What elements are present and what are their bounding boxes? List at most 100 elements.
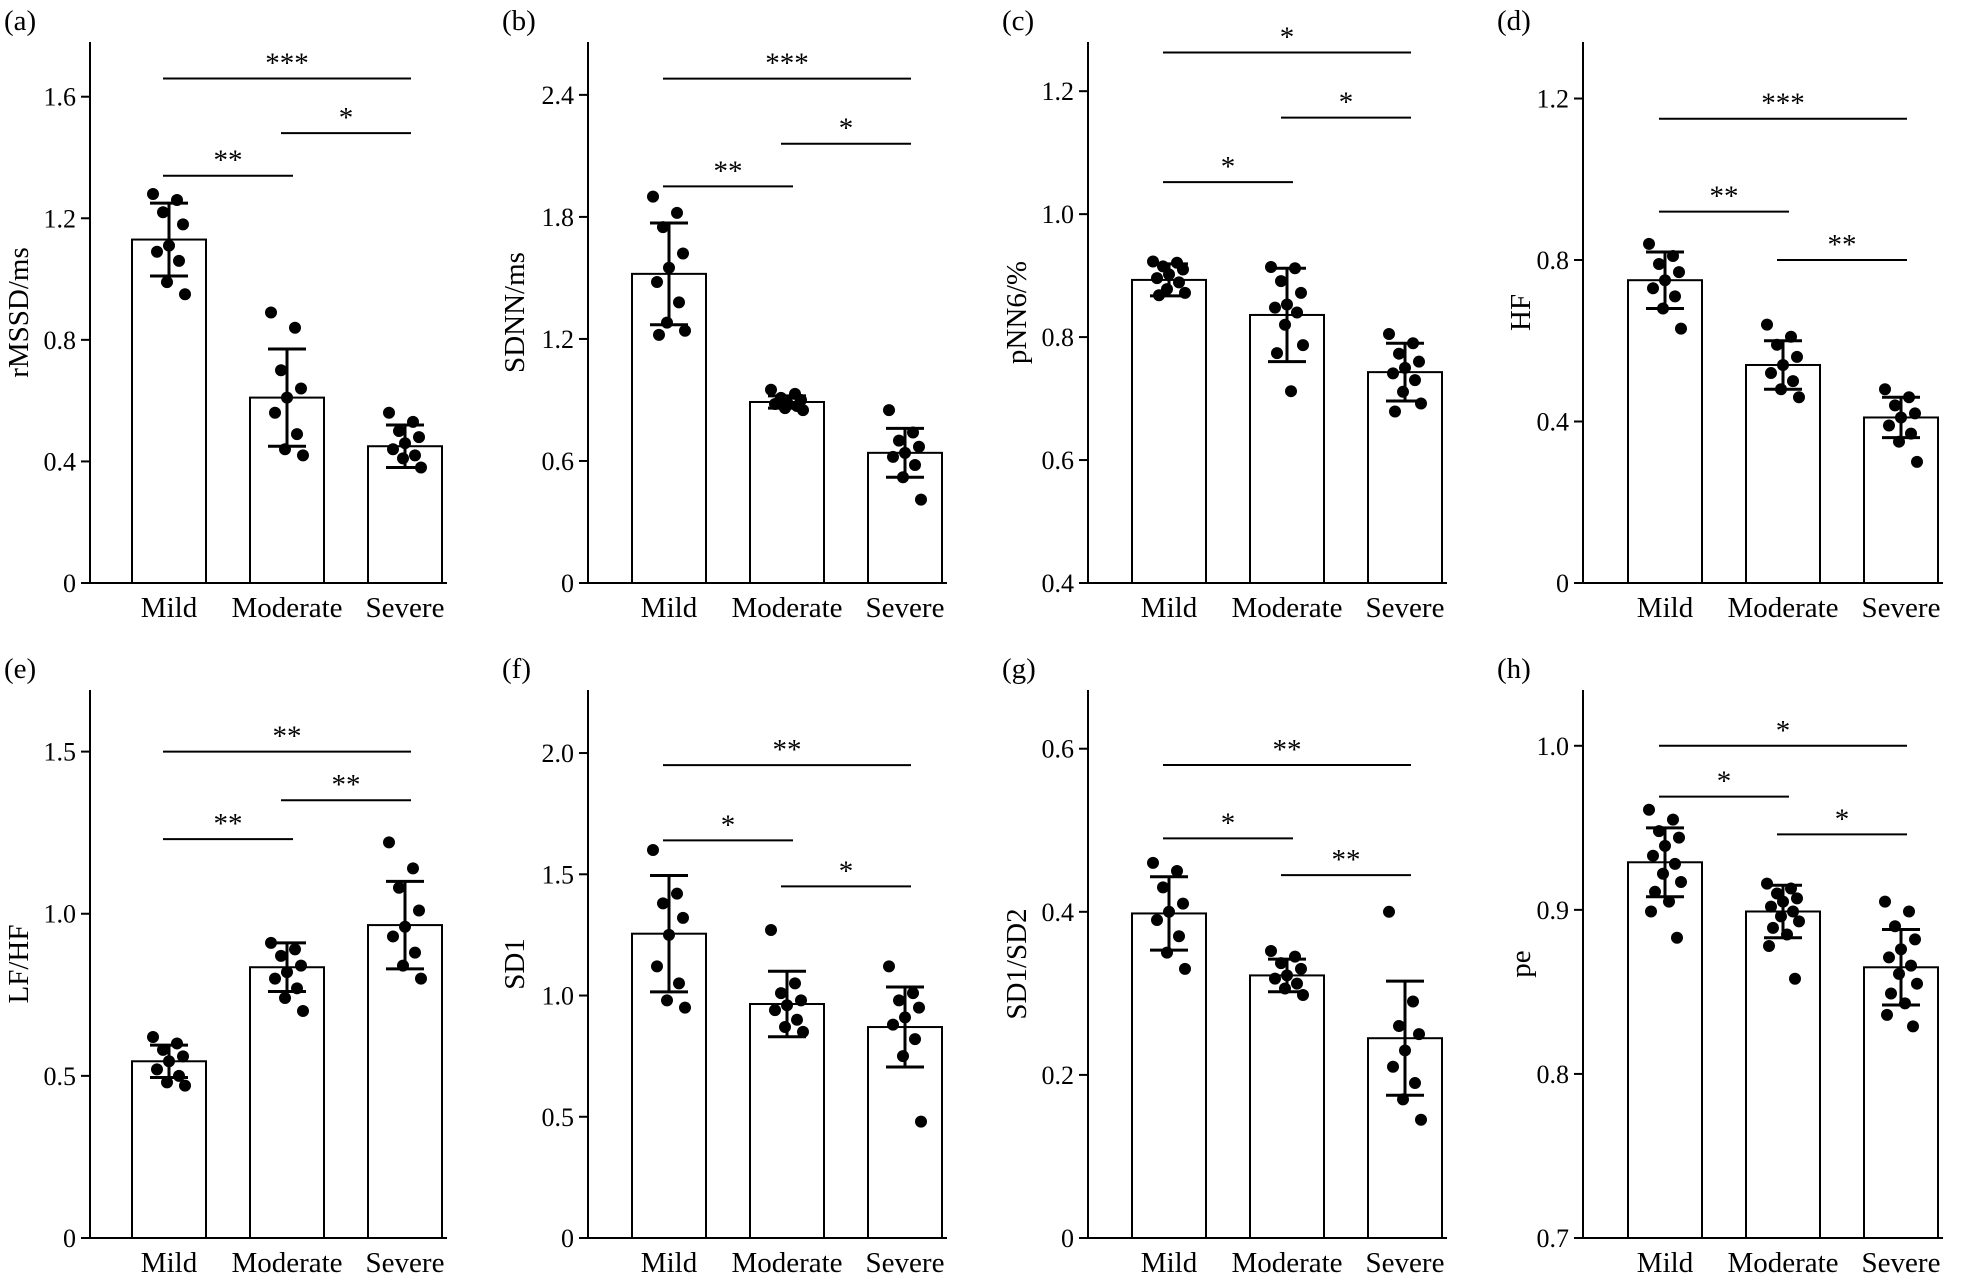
- data-point: [173, 254, 185, 267]
- data-point: [281, 966, 293, 979]
- data-point: [1899, 997, 1911, 1010]
- category-label: Moderate: [1231, 1247, 1342, 1279]
- bar-moderate: [1745, 910, 1821, 1239]
- data-point: [909, 459, 921, 472]
- data-point: [791, 1013, 803, 1026]
- data-point: [265, 306, 277, 319]
- data-point: [1659, 839, 1671, 852]
- data-point: [279, 992, 291, 1005]
- data-point: [647, 190, 659, 203]
- data-point: [1885, 987, 1897, 1000]
- significance-label: *: [1339, 87, 1354, 119]
- data-point: [281, 391, 293, 404]
- bar-mild: [1131, 278, 1207, 584]
- data-point: [415, 972, 427, 985]
- data-point: [1675, 322, 1687, 335]
- data-point: [1151, 272, 1163, 285]
- data-point: [171, 194, 183, 207]
- data-point: [1281, 969, 1293, 982]
- y-tick-label: 0: [63, 569, 76, 598]
- data-point: [1895, 411, 1907, 424]
- data-point: [1289, 262, 1301, 275]
- data-point: [1765, 900, 1777, 913]
- data-point: [291, 982, 303, 995]
- data-point: [1905, 959, 1917, 972]
- data-point: [265, 936, 277, 949]
- y-tick-label: 1.0: [1537, 732, 1570, 761]
- y-tick-label: 0.6: [1042, 446, 1075, 475]
- data-point: [393, 425, 405, 438]
- bar-moderate: [749, 400, 825, 584]
- data-point: [1389, 405, 1401, 418]
- data-point: [1653, 825, 1665, 838]
- data-point: [1295, 286, 1307, 299]
- data-point: [883, 404, 895, 417]
- data-point: [1173, 930, 1185, 943]
- significance-label: *: [1221, 807, 1236, 839]
- y-tick-label: 1.2: [44, 204, 77, 233]
- y-tick-label: 0.6: [542, 447, 575, 476]
- y-tick-label: 0.8: [1042, 323, 1075, 352]
- data-point: [289, 943, 301, 956]
- panel-label: (g): [1002, 653, 1036, 685]
- data-point: [1399, 361, 1411, 374]
- data-point: [1387, 367, 1399, 380]
- significance-label: *: [721, 809, 736, 841]
- data-point: [1761, 318, 1773, 331]
- data-point: [915, 493, 927, 506]
- data-point: [887, 450, 899, 463]
- data-point: [657, 897, 669, 910]
- y-tick-label: 0.8: [1537, 246, 1570, 275]
- data-point: [1785, 330, 1797, 343]
- data-point: [915, 1115, 927, 1128]
- significance-label: *: [1280, 21, 1295, 53]
- category-label: Severe: [1862, 1247, 1941, 1279]
- data-point: [171, 1037, 183, 1050]
- data-point: [673, 296, 685, 309]
- data-point: [1295, 962, 1307, 975]
- category-label: Mild: [641, 592, 698, 624]
- category-label: Moderate: [1231, 592, 1342, 624]
- data-point: [907, 987, 919, 1000]
- data-point: [383, 406, 395, 419]
- data-point: [765, 924, 777, 937]
- y-tick-label: 0.9: [1537, 896, 1570, 925]
- category-label: Moderate: [731, 1247, 842, 1279]
- chart-panel-3: (c) 0.4 0.6 0.8 1.0 1.2 pNN6/% Mild Moderate Seve…: [1001, 5, 1447, 624]
- data-point: [661, 994, 673, 1007]
- data-point: [279, 443, 291, 456]
- data-point: [679, 324, 691, 337]
- data-point: [1791, 350, 1803, 363]
- data-point: [663, 261, 675, 274]
- data-point: [1415, 1113, 1427, 1126]
- data-point: [1775, 910, 1787, 923]
- y-tick-label: 0: [561, 569, 574, 598]
- data-point: [1767, 921, 1779, 934]
- data-point: [1903, 391, 1915, 404]
- data-point: [1911, 455, 1923, 468]
- bar-mild: [131, 238, 207, 584]
- y-tick-label: 1.8: [542, 203, 575, 232]
- y-tick-label: 0.6: [1042, 735, 1075, 764]
- data-point: [1279, 982, 1291, 995]
- data-point: [151, 245, 163, 258]
- y-tick-label: 1.5: [542, 860, 575, 889]
- data-point: [297, 1005, 309, 1018]
- data-point: [409, 449, 421, 462]
- category-label: Severe: [366, 592, 445, 624]
- y-axis-label: pe: [1505, 950, 1537, 977]
- significance-label: **: [273, 721, 302, 753]
- data-point: [1173, 276, 1185, 289]
- data-point: [1265, 944, 1277, 957]
- y-tick-label: 1.0: [1042, 200, 1075, 229]
- data-point: [1297, 988, 1309, 1001]
- category-label: Mild: [1141, 592, 1198, 624]
- bar-severe: [367, 445, 443, 585]
- significance-label: *: [1776, 715, 1791, 747]
- data-point: [1291, 977, 1303, 990]
- data-point: [1409, 1077, 1421, 1090]
- data-point: [651, 275, 663, 288]
- data-point: [1667, 249, 1679, 262]
- category-label: Moderate: [231, 1247, 342, 1279]
- data-point: [677, 247, 689, 260]
